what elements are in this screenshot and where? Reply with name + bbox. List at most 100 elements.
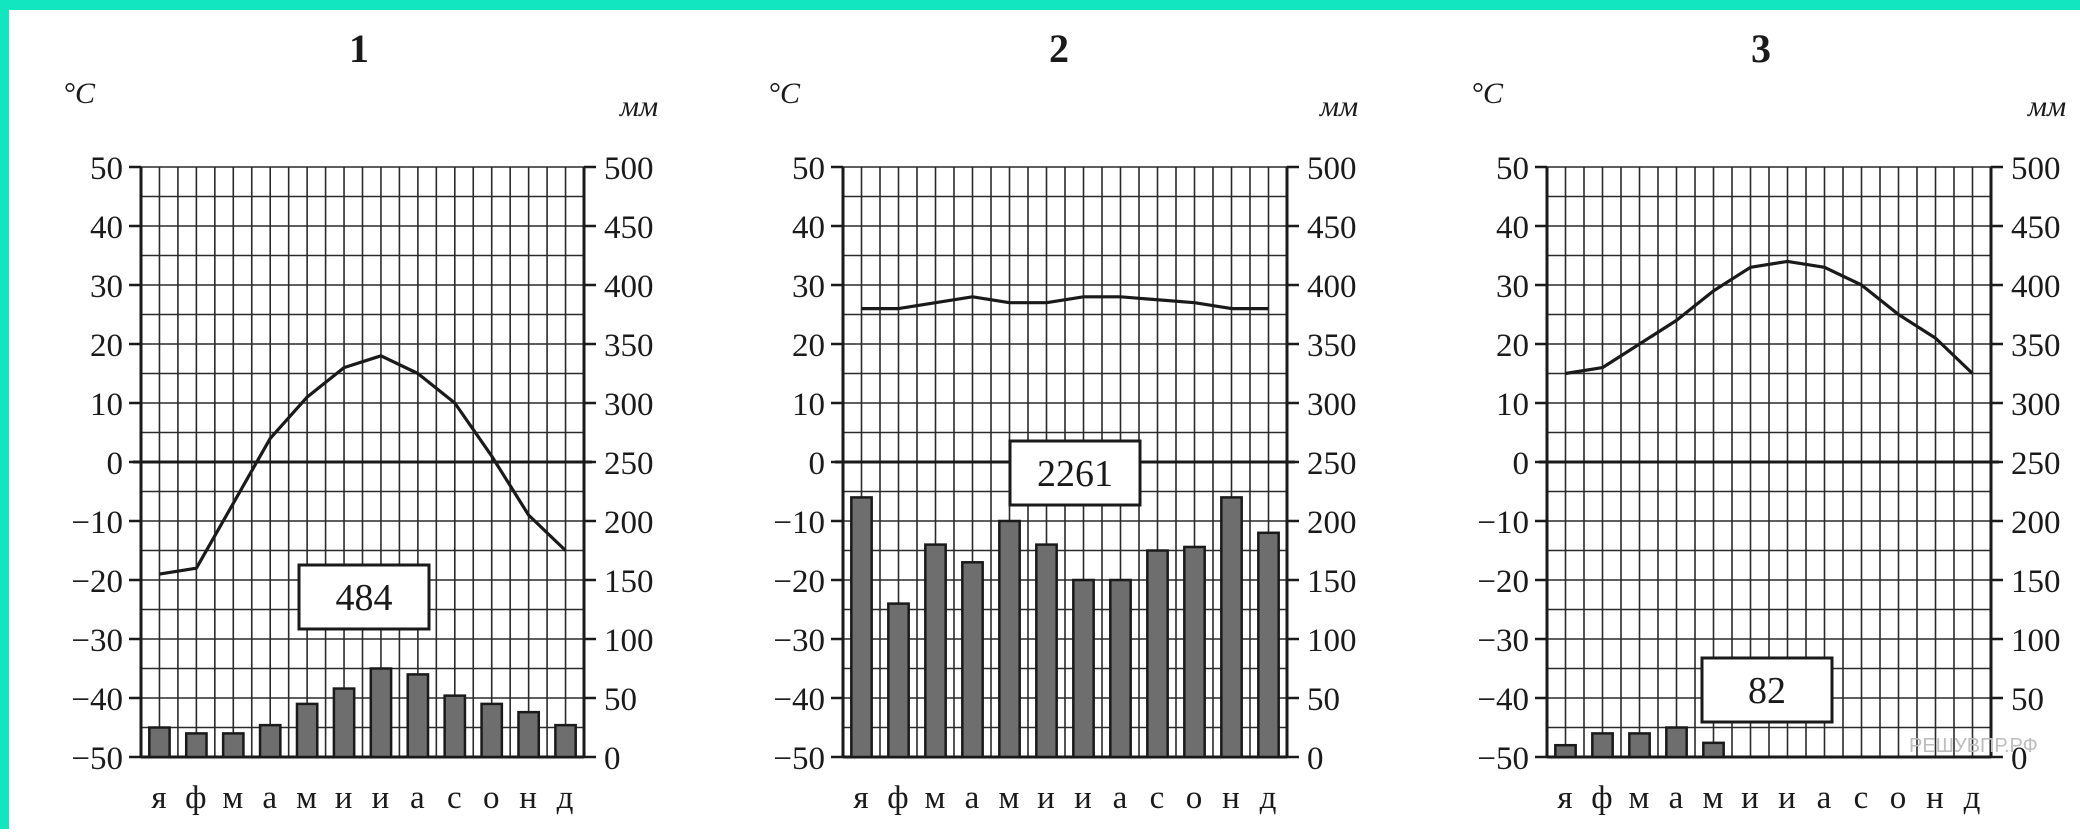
precipitation-tick-label: 450 [604,210,654,246]
temperature-tick-label: −40 [71,682,123,718]
month-label: м [222,780,244,816]
month-label: с [447,780,463,816]
temperature-tick-label: 50 [90,151,123,187]
temperature-tick-label: 20 [1496,328,1529,364]
precipitation-bar [1072,578,1095,759]
temperature-tick-label: 10 [1496,387,1529,423]
temperature-tick-label: −10 [71,505,123,541]
precipitation-bar [1628,732,1651,759]
precipitation-tick-label: 50 [2011,682,2044,718]
month-label: н [1222,780,1241,816]
precipitation-bar [924,543,947,759]
precipitation-bar [517,710,541,759]
precipitation-tick-label: 0 [2011,741,2028,777]
temperature-unit-label: °C [63,77,96,110]
panel-number: 1 [349,26,369,71]
precipitation-tick-label: 350 [1307,328,1357,364]
temperature-tick-label: −30 [71,623,123,659]
month-label: и [372,780,391,816]
precipitation-tick-label: 500 [1307,151,1357,187]
temperature-tick-label: −10 [773,505,825,541]
month-label: и [1037,780,1056,816]
precipitation-tick-label: 200 [1307,505,1357,541]
precipitation-tick-label: 250 [2011,446,2061,482]
precipitation-tick-label: 0 [1307,741,1324,777]
annual-total-label: 484 [336,577,393,619]
month-label: с [1150,780,1166,816]
temperature-tick-label: 30 [792,269,825,305]
precipitation-bar [1220,496,1243,759]
precipitation-unit-label: мм [1319,90,1358,123]
month-label: м [925,780,947,816]
precipitation-bar [480,702,504,759]
temperature-tick-label: 0 [1513,446,1530,482]
month-label: и [335,780,354,816]
month-label: и [1741,780,1760,816]
month-label: я [1557,780,1573,816]
precipitation-tick-label: 150 [2011,564,2061,600]
precipitation-bar [406,673,430,759]
panel-number: 3 [1751,26,1771,71]
month-label: н [519,780,538,816]
precipitation-bar [1702,741,1725,759]
precipitation-tick-label: 500 [604,151,654,187]
temperature-tick-label: 0 [809,446,826,482]
precipitation-tick-label: 200 [604,505,654,541]
chart-panel-3: 3°C мм50403020100−10−20−30−40−50500450400… [1471,26,2066,816]
temperature-tick-label: 30 [1496,269,1529,305]
precipitation-bar [850,496,873,759]
watermark-text: РЕШУВПР.РФ [1909,735,2038,757]
month-label: а [262,780,278,816]
temperature-tick-label: 40 [792,210,825,246]
month-label: с [1854,780,1870,816]
month-label: д [557,780,575,816]
temperature-tick-label: 10 [90,387,123,423]
month-label: я [151,780,167,816]
temperature-tick-label: −20 [1477,564,1529,600]
month-label: ф [1591,780,1613,816]
temperature-tick-label: −50 [773,741,825,777]
temperature-tick-label: −40 [1477,682,1529,718]
precipitation-unit-label: мм [2027,90,2066,123]
month-label: я [853,780,869,816]
month-label: о [1890,780,1908,816]
temperature-line [861,295,1269,311]
precipitation-tick-label: 400 [604,269,654,305]
precipitation-tick-label: 50 [604,682,637,718]
temperature-tick-label: −30 [1477,623,1529,659]
precipitation-unit-label: мм [619,90,658,123]
annual-total-box [1008,439,1142,507]
precipitation-tick-label: 100 [1307,623,1357,659]
precipitation-bar [998,519,1021,759]
annual-total-label: 2261 [1037,453,1113,495]
month-label: ф [185,780,207,816]
precipitation-tick-label: 500 [2011,151,2061,187]
temperature-tick-label: −50 [1477,741,1529,777]
temperature-tick-label: 50 [792,151,825,187]
precipitation-bar [258,723,282,759]
temperature-tick-label: 10 [792,387,825,423]
temperature-unit-label: °C [768,77,801,110]
precipitation-tick-label: 50 [1307,682,1340,718]
precipitation-bar [332,687,356,759]
precipitation-tick-label: 300 [1307,387,1357,423]
precipitation-tick-label: 350 [604,328,654,364]
month-label: а [1113,780,1129,816]
month-label: а [410,780,426,816]
temperature-tick-label: −50 [71,741,123,777]
month-label: д [1260,780,1278,816]
precipitation-bar [221,732,245,759]
precipitation-tick-label: 0 [604,741,621,777]
panel-number: 2 [1049,26,1069,71]
precipitation-tick-label: 250 [1307,446,1357,482]
temperature-tick-label: 50 [1496,151,1529,187]
precipitation-tick-label: 250 [604,446,654,482]
precipitation-bar [1109,578,1132,759]
annual-total-box [1700,656,1834,724]
precipitation-bar [184,732,208,759]
temperature-tick-label: 20 [90,328,123,364]
precipitation-tick-label: 350 [2011,328,2061,364]
temperature-tick-label: −20 [773,564,825,600]
month-label: м [1703,780,1725,816]
temperature-tick-label: −10 [1477,505,1529,541]
